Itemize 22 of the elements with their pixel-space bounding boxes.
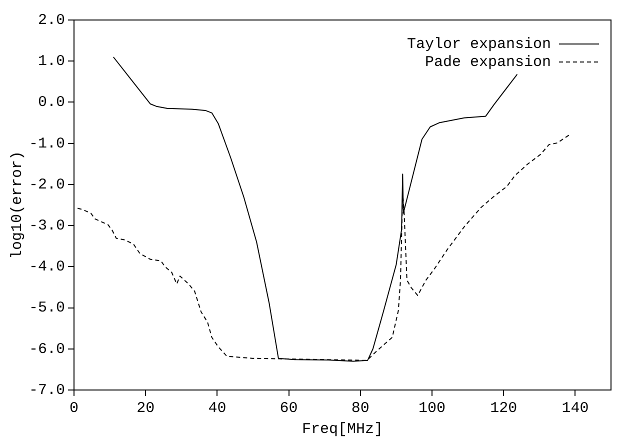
- y-tick-label: 2.0: [38, 12, 66, 29]
- x-tick-label: 40: [208, 400, 226, 417]
- legend-label: Taylor expansion: [406, 36, 551, 53]
- y-tick-label: -4.0: [28, 258, 66, 276]
- y-axis-title: log10(error): [8, 150, 26, 260]
- legend-label: Pade expansion: [424, 54, 551, 71]
- y-tick-label: -2.0: [28, 176, 66, 194]
- x-tick-label: 120: [490, 400, 518, 417]
- x-tick-label: 60: [280, 400, 298, 417]
- y-tick-label: 0.0: [38, 94, 66, 112]
- y-tick-label: -5.0: [28, 300, 66, 317]
- y-tick-label: -7.0: [28, 382, 66, 399]
- x-tick-label: 20: [136, 400, 155, 417]
- y-tick-label: -6.0: [28, 340, 66, 358]
- x-tick-label: 100: [418, 400, 446, 417]
- x-tick-label: 80: [351, 400, 370, 417]
- x-tick-label: 0: [70, 400, 79, 417]
- x-tick-label: 140: [562, 400, 589, 417]
- y-tick-label: -1.0: [28, 135, 66, 152]
- y-tick-label: -3.0: [28, 218, 66, 235]
- x-axis-title: Freq[MHz]: [302, 420, 384, 438]
- y-tick-label: 1.0: [38, 53, 66, 70]
